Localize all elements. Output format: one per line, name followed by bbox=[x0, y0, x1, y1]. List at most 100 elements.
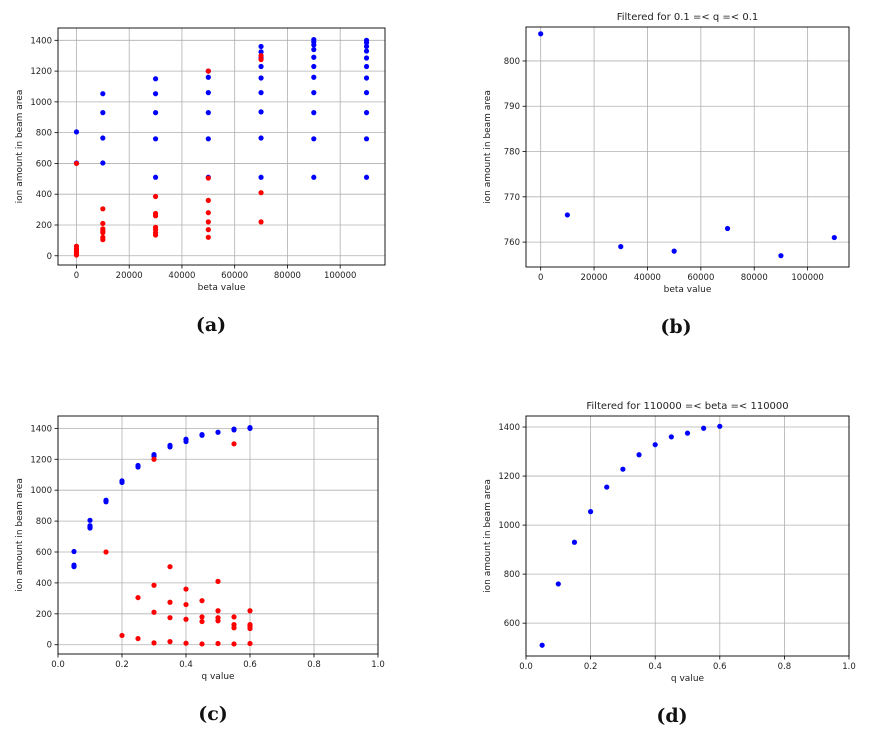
y-tick-label: 1000 bbox=[30, 486, 52, 496]
y-tick-label: 760 bbox=[504, 238, 520, 248]
data-point bbox=[555, 581, 561, 587]
data-point bbox=[311, 74, 317, 80]
plot-frame bbox=[57, 415, 379, 655]
x-tick-label: 80000 bbox=[741, 273, 768, 283]
subfigure-caption: (d) bbox=[656, 705, 687, 727]
data-point bbox=[152, 213, 159, 219]
data-point bbox=[73, 252, 80, 258]
data-point bbox=[183, 601, 189, 608]
data-point bbox=[724, 225, 731, 232]
data-point bbox=[119, 632, 125, 639]
x-tick-label: 0.2 bbox=[584, 662, 598, 672]
data-point bbox=[668, 434, 674, 440]
data-point bbox=[87, 517, 93, 523]
data-point bbox=[167, 615, 173, 621]
data-point bbox=[199, 641, 205, 647]
data-point bbox=[183, 586, 189, 592]
plot-frame bbox=[525, 26, 850, 268]
data-point bbox=[231, 625, 237, 631]
data-point bbox=[778, 253, 784, 259]
y-axis-label: ion amount in beam area bbox=[15, 90, 25, 204]
data-point bbox=[258, 56, 264, 63]
x-tick-label: 100000 bbox=[324, 271, 356, 281]
x-axis-label: beta value bbox=[664, 285, 712, 295]
x-tick-label: 0.8 bbox=[778, 662, 792, 672]
data-point bbox=[620, 466, 626, 472]
data-point bbox=[247, 425, 253, 431]
x-tick-label: 0.0 bbox=[519, 662, 533, 672]
subfigure-caption: (b) bbox=[660, 316, 691, 338]
data-point bbox=[183, 640, 189, 646]
data-point bbox=[205, 197, 211, 203]
data-point bbox=[183, 616, 189, 622]
data-point bbox=[205, 90, 211, 96]
x-tick-label: 60000 bbox=[687, 273, 714, 283]
x-tick-label: 0 bbox=[74, 271, 79, 281]
y-tick-label: 600 bbox=[504, 619, 520, 629]
data-point bbox=[311, 54, 317, 60]
data-point bbox=[100, 237, 106, 243]
data-point bbox=[167, 444, 173, 450]
data-point bbox=[100, 160, 106, 166]
data-point bbox=[183, 438, 189, 445]
plot-c: 0.0 0.2 0.4 0.6 0.8 1.0 0 200 400 600 800 1000 1200 1… bbox=[15, 415, 385, 725]
data-point bbox=[363, 174, 370, 180]
y-axis-label: ion amount in beam area bbox=[483, 479, 493, 593]
x-tick-label: 0.6 bbox=[243, 660, 257, 670]
plot-d: 0.0 0.2 0.4 0.6 0.8 1.0 600 800 1000 1200 1400 q va… bbox=[483, 401, 856, 727]
data-point bbox=[311, 90, 317, 96]
data-point bbox=[311, 42, 317, 48]
data-point bbox=[701, 425, 707, 431]
y-tick-label: 0 bbox=[47, 252, 52, 262]
x-tick-label: 80000 bbox=[274, 271, 301, 281]
y-tick-label: 600 bbox=[36, 548, 52, 558]
data-point bbox=[100, 230, 106, 236]
data-point bbox=[538, 31, 544, 37]
data-point bbox=[199, 598, 205, 604]
data-point bbox=[151, 640, 157, 646]
x-axis-label: beta value bbox=[198, 283, 246, 293]
data-point bbox=[618, 244, 624, 250]
data-point bbox=[247, 608, 253, 614]
data-point bbox=[205, 210, 211, 216]
subfigure-caption: (c) bbox=[198, 703, 228, 725]
data-point bbox=[103, 499, 109, 505]
x-axis-label: q value bbox=[201, 672, 235, 682]
data-point bbox=[363, 43, 370, 50]
y-tick-label: 1200 bbox=[30, 67, 52, 77]
data-point bbox=[71, 548, 77, 555]
x-tick-label: 60000 bbox=[221, 271, 248, 281]
y-axis-label: ion amount in beam area bbox=[483, 90, 493, 204]
y-tick-label: 600 bbox=[36, 159, 52, 169]
data-point bbox=[363, 48, 370, 54]
y-tick-label: 1000 bbox=[498, 521, 520, 531]
data-point bbox=[135, 464, 141, 470]
subfigure-caption: (a) bbox=[196, 314, 226, 336]
data-point bbox=[258, 49, 264, 55]
y-tick-label: 790 bbox=[504, 102, 520, 112]
data-point bbox=[205, 227, 211, 233]
data-point bbox=[363, 63, 370, 70]
data-point bbox=[571, 539, 578, 545]
data-point bbox=[73, 160, 80, 167]
data-point bbox=[199, 432, 205, 438]
data-point bbox=[684, 430, 691, 436]
data-point bbox=[311, 46, 317, 53]
data-point bbox=[258, 109, 264, 115]
data-point bbox=[199, 618, 205, 625]
data-point bbox=[363, 136, 370, 142]
y-tick-label: 1000 bbox=[30, 98, 52, 108]
data-point bbox=[167, 639, 173, 645]
data-point bbox=[258, 90, 264, 96]
chart-title: Filtered for 110000 =< beta =< 110000 bbox=[586, 401, 788, 412]
data-point bbox=[152, 110, 159, 116]
data-point bbox=[100, 135, 106, 141]
data-point bbox=[205, 110, 211, 116]
y-tick-label: 400 bbox=[36, 190, 52, 200]
data-point bbox=[258, 43, 264, 50]
data-point bbox=[588, 509, 594, 515]
data-point bbox=[231, 427, 237, 433]
x-tick-label: 0.2 bbox=[115, 660, 129, 670]
data-point bbox=[258, 53, 264, 59]
